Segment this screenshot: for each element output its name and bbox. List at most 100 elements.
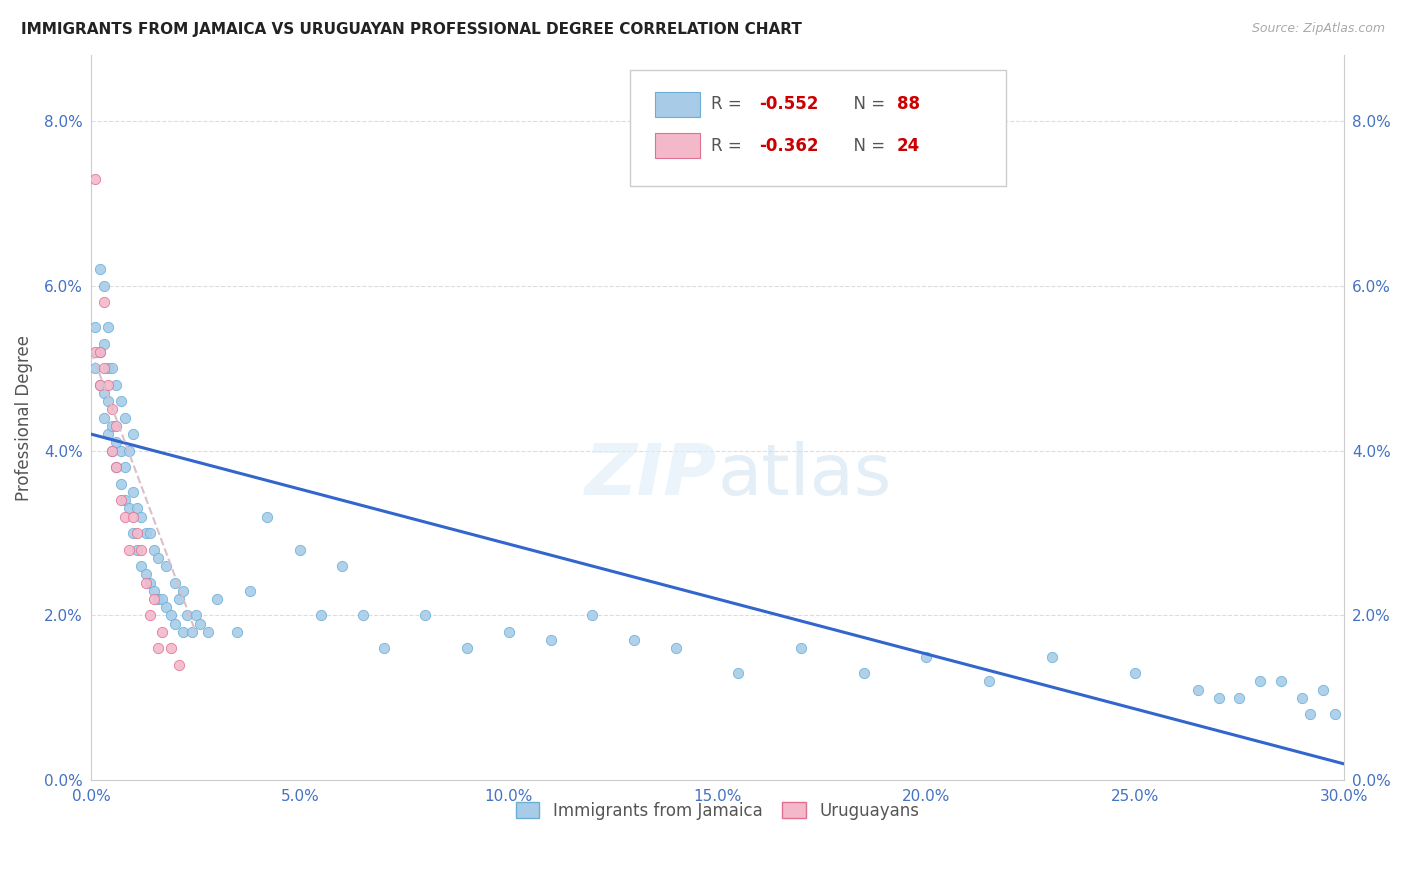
Point [288, 542, 311, 557]
Point [159, 641, 181, 656]
Point [309, 608, 332, 623]
Point [139, 526, 162, 541]
Point [110, 476, 132, 491]
Point [352, 608, 374, 623]
Point [127, 542, 149, 557]
Point [188, 616, 211, 631]
Point [1270, 674, 1292, 689]
Point [97, 361, 120, 376]
Point [1299, 707, 1322, 722]
Point [852, 666, 875, 681]
Point [180, 624, 202, 639]
Point [135, 526, 157, 541]
Point [205, 592, 228, 607]
Text: 88: 88 [897, 95, 920, 113]
Point [623, 633, 645, 648]
Point [131, 559, 153, 574]
Point [142, 592, 165, 607]
Point [1187, 682, 1209, 697]
FancyBboxPatch shape [630, 70, 1005, 186]
Point [89, 377, 111, 392]
Point [1249, 674, 1271, 689]
Text: atlas: atlas [717, 442, 891, 510]
Point [97, 427, 120, 442]
Point [142, 542, 165, 557]
Point [118, 501, 141, 516]
Point [1291, 690, 1313, 705]
Text: -0.362: -0.362 [759, 136, 818, 155]
Point [89, 262, 111, 277]
Text: Source: ZipAtlas.com: Source: ZipAtlas.com [1251, 22, 1385, 36]
Text: ZIP: ZIP [585, 442, 717, 510]
Point [665, 641, 688, 656]
Point [146, 641, 169, 656]
Point [89, 377, 111, 392]
Text: N =: N = [842, 95, 890, 113]
Point [93, 295, 115, 310]
Point [84, 344, 107, 359]
Point [1324, 707, 1347, 722]
Point [163, 575, 186, 590]
Point [1312, 682, 1334, 697]
Point [184, 608, 207, 623]
Text: N =: N = [842, 136, 890, 155]
Point [127, 526, 149, 541]
Point [915, 649, 938, 664]
Point [197, 624, 219, 639]
Point [155, 559, 177, 574]
Point [1040, 649, 1063, 664]
Point [105, 460, 128, 475]
Point [114, 509, 136, 524]
Point [1123, 666, 1146, 681]
Point [226, 624, 249, 639]
Point [727, 666, 749, 681]
Point [105, 435, 128, 450]
Point [146, 592, 169, 607]
Point [93, 336, 115, 351]
Point [256, 509, 278, 524]
Point [105, 377, 128, 392]
Point [110, 394, 132, 409]
Text: R =: R = [711, 136, 748, 155]
Point [373, 641, 395, 656]
Point [131, 542, 153, 557]
Text: R =: R = [711, 95, 748, 113]
Point [131, 509, 153, 524]
Point [150, 592, 173, 607]
Point [150, 624, 173, 639]
Point [540, 633, 562, 648]
Point [146, 550, 169, 565]
Point [110, 493, 132, 508]
Point [93, 278, 115, 293]
Point [105, 460, 128, 475]
Point [167, 657, 190, 672]
Point [977, 674, 1000, 689]
Y-axis label: Professional Degree: Professional Degree [15, 334, 32, 500]
Legend: Immigrants from Jamaica, Uruguayans: Immigrants from Jamaica, Uruguayans [509, 795, 925, 826]
Point [239, 583, 262, 598]
Point [110, 443, 132, 458]
Point [93, 361, 115, 376]
Point [172, 624, 194, 639]
Point [114, 493, 136, 508]
Point [93, 386, 115, 401]
Point [176, 608, 198, 623]
Point [498, 624, 520, 639]
Point [456, 641, 478, 656]
Point [139, 575, 162, 590]
Point [101, 443, 124, 458]
Point [114, 410, 136, 425]
Point [135, 575, 157, 590]
Point [163, 616, 186, 631]
Point [118, 443, 141, 458]
Point [84, 171, 107, 186]
Text: IMMIGRANTS FROM JAMAICA VS URUGUAYAN PROFESSIONAL DEGREE CORRELATION CHART: IMMIGRANTS FROM JAMAICA VS URUGUAYAN PRO… [21, 22, 801, 37]
Point [114, 460, 136, 475]
Point [1208, 690, 1230, 705]
Point [135, 567, 157, 582]
Point [93, 410, 115, 425]
Point [159, 608, 181, 623]
Point [84, 320, 107, 334]
FancyBboxPatch shape [655, 134, 700, 158]
Point [1229, 690, 1251, 705]
